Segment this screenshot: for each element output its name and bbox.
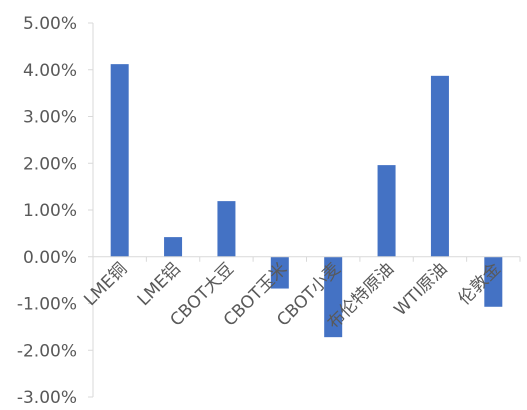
bar	[110, 64, 129, 257]
x-axis	[92, 256, 521, 262]
category-label: LME铝	[134, 259, 185, 310]
y-tick-label: 5.00%	[23, 14, 77, 34]
bar	[430, 75, 449, 257]
y-tick-label: 2.00%	[23, 154, 77, 174]
y-axis: 5.00% 4.00% 3.00% 2.00% 1.00% 0.00% -1.00% -2.0…	[17, 14, 94, 408]
bar	[164, 237, 183, 257]
bar	[217, 201, 236, 257]
y-tick-label: 3.00%	[23, 108, 77, 128]
bar	[377, 165, 396, 257]
bar	[484, 256, 503, 307]
category-label: WTI原油	[391, 259, 452, 320]
bar	[270, 256, 289, 289]
y-tick-label: 1.00%	[23, 201, 77, 221]
y-tick-label: 4.00%	[23, 61, 77, 81]
y-tick-label: -2.00%	[17, 341, 77, 361]
bar	[324, 256, 343, 338]
bars	[110, 64, 503, 338]
category-label: LME铜	[80, 259, 131, 310]
y-tick-label: -1.00%	[17, 295, 77, 315]
y-tick-label: 0.00%	[23, 248, 77, 268]
y-tick-label: -3.00%	[17, 388, 77, 408]
